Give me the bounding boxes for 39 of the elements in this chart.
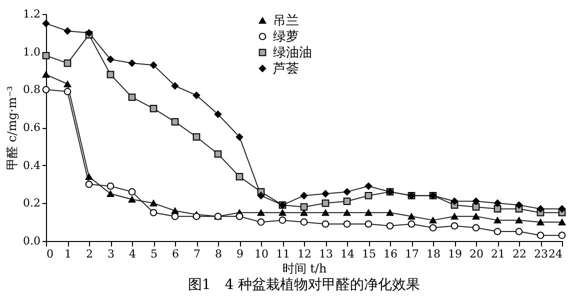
y-axis-title: 甲醛 c/mg·m⁻³: [5, 86, 20, 170]
x-tick-label: 3: [108, 248, 114, 260]
x-tick-label: 6: [172, 248, 179, 260]
y-tick-label: 0.6: [23, 121, 40, 134]
y-tick-label: 0.2: [23, 196, 40, 210]
y-tick-label: 1.2: [23, 8, 40, 20]
legend-label: 绿萝: [273, 30, 299, 44]
x-tick-label: 22: [512, 248, 526, 260]
x-tick-label: 16: [384, 248, 398, 260]
x-tick-label: 9: [236, 248, 244, 260]
y-tick-label: 1.0: [23, 45, 40, 58]
x-tick-label: 13: [319, 248, 333, 260]
x-axis-title: 时间 t/h: [282, 262, 327, 276]
y-tick-label: 0.4: [23, 158, 40, 172]
y-tick-label: 0.8: [23, 83, 40, 96]
legend-label: 芦荟: [273, 62, 299, 76]
x-tick-label: 1: [64, 248, 72, 260]
legend-label: 绿油油: [273, 46, 312, 60]
x-tick-label: 23: [534, 248, 548, 260]
x-tick-label: 21: [491, 248, 505, 260]
x-tick-label: 18: [426, 248, 440, 260]
x-tick-label: 0: [46, 248, 54, 260]
x-tick-label: 10: [254, 248, 268, 260]
x-tick-label: 7: [194, 248, 200, 260]
x-tick-label: 24: [548, 248, 562, 260]
x-tick-label: 2: [86, 248, 93, 260]
x-tick-label: 15: [362, 248, 376, 260]
x-tick-label: 14: [340, 248, 354, 260]
x-tick-label: 19: [448, 248, 462, 260]
text: 图1 4 种盆栽植物对甲醛的净化效果: [188, 277, 420, 293]
x-tick-label: 20: [470, 248, 484, 260]
x-tick-label: 8: [215, 248, 222, 260]
legend-label: 吊兰: [273, 14, 299, 28]
x-tick-label: 11: [276, 248, 290, 260]
x-tick-label: 4: [129, 248, 136, 260]
x-tick-label: 5: [150, 248, 158, 260]
x-tick-label: 17: [405, 248, 419, 260]
y-tick-label: 0.0: [23, 234, 40, 248]
x-tick-label: 12: [298, 248, 312, 260]
